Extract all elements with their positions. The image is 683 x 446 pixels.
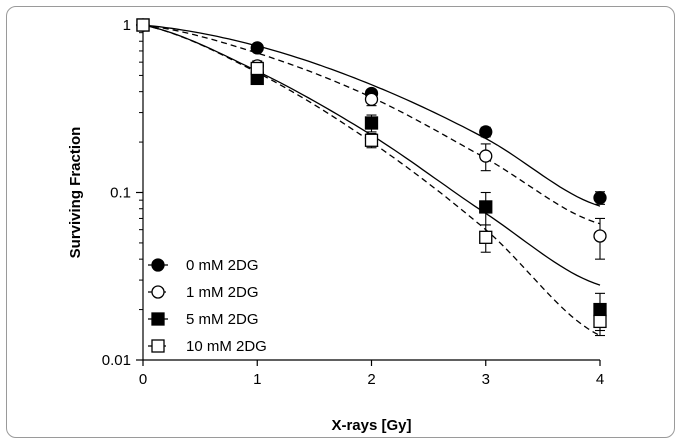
y-tick-label: 1 — [123, 17, 131, 34]
x-tick-label: 2 — [367, 371, 375, 388]
x-tick-label: 3 — [482, 371, 490, 388]
fit-curve-0-mm-2dg — [142, 24, 601, 207]
legend-label: 10 mM 2DG — [186, 338, 267, 355]
data-point — [479, 125, 493, 139]
data-point — [479, 149, 493, 163]
legend-label: 5 mM 2DG — [186, 311, 259, 328]
fit-curve-10-mm-2dg — [142, 24, 601, 337]
figure-frame — [6, 6, 675, 438]
data-point — [364, 92, 379, 106]
y-tick-label: 0.01 — [102, 352, 131, 369]
legend-marker — [151, 339, 165, 353]
data-point — [593, 191, 607, 205]
x-tick-label: 1 — [253, 371, 261, 388]
data-point — [250, 61, 264, 76]
legend-marker — [151, 258, 165, 272]
fit-curve-5-mm-2dg — [142, 24, 601, 286]
data-point — [593, 314, 607, 329]
data-point — [479, 230, 493, 244]
legend-marker — [151, 285, 165, 299]
x-tick-label: 4 — [596, 371, 604, 388]
data-point — [364, 133, 379, 147]
y-axis-title: Surviving Fraction — [67, 127, 84, 259]
data-point — [250, 41, 264, 55]
legend-label: 0 mM 2DG — [186, 257, 259, 274]
data-point — [593, 229, 607, 243]
data-point — [136, 18, 150, 32]
data-point — [479, 200, 493, 214]
legend-marker — [151, 312, 165, 326]
legend-label: 1 mM 2DG — [186, 284, 259, 301]
data-point — [364, 116, 379, 130]
x-tick-label: 0 — [139, 371, 147, 388]
x-axis-title: X-rays [Gy] — [331, 417, 411, 434]
y-tick-label: 0.1 — [110, 185, 131, 202]
